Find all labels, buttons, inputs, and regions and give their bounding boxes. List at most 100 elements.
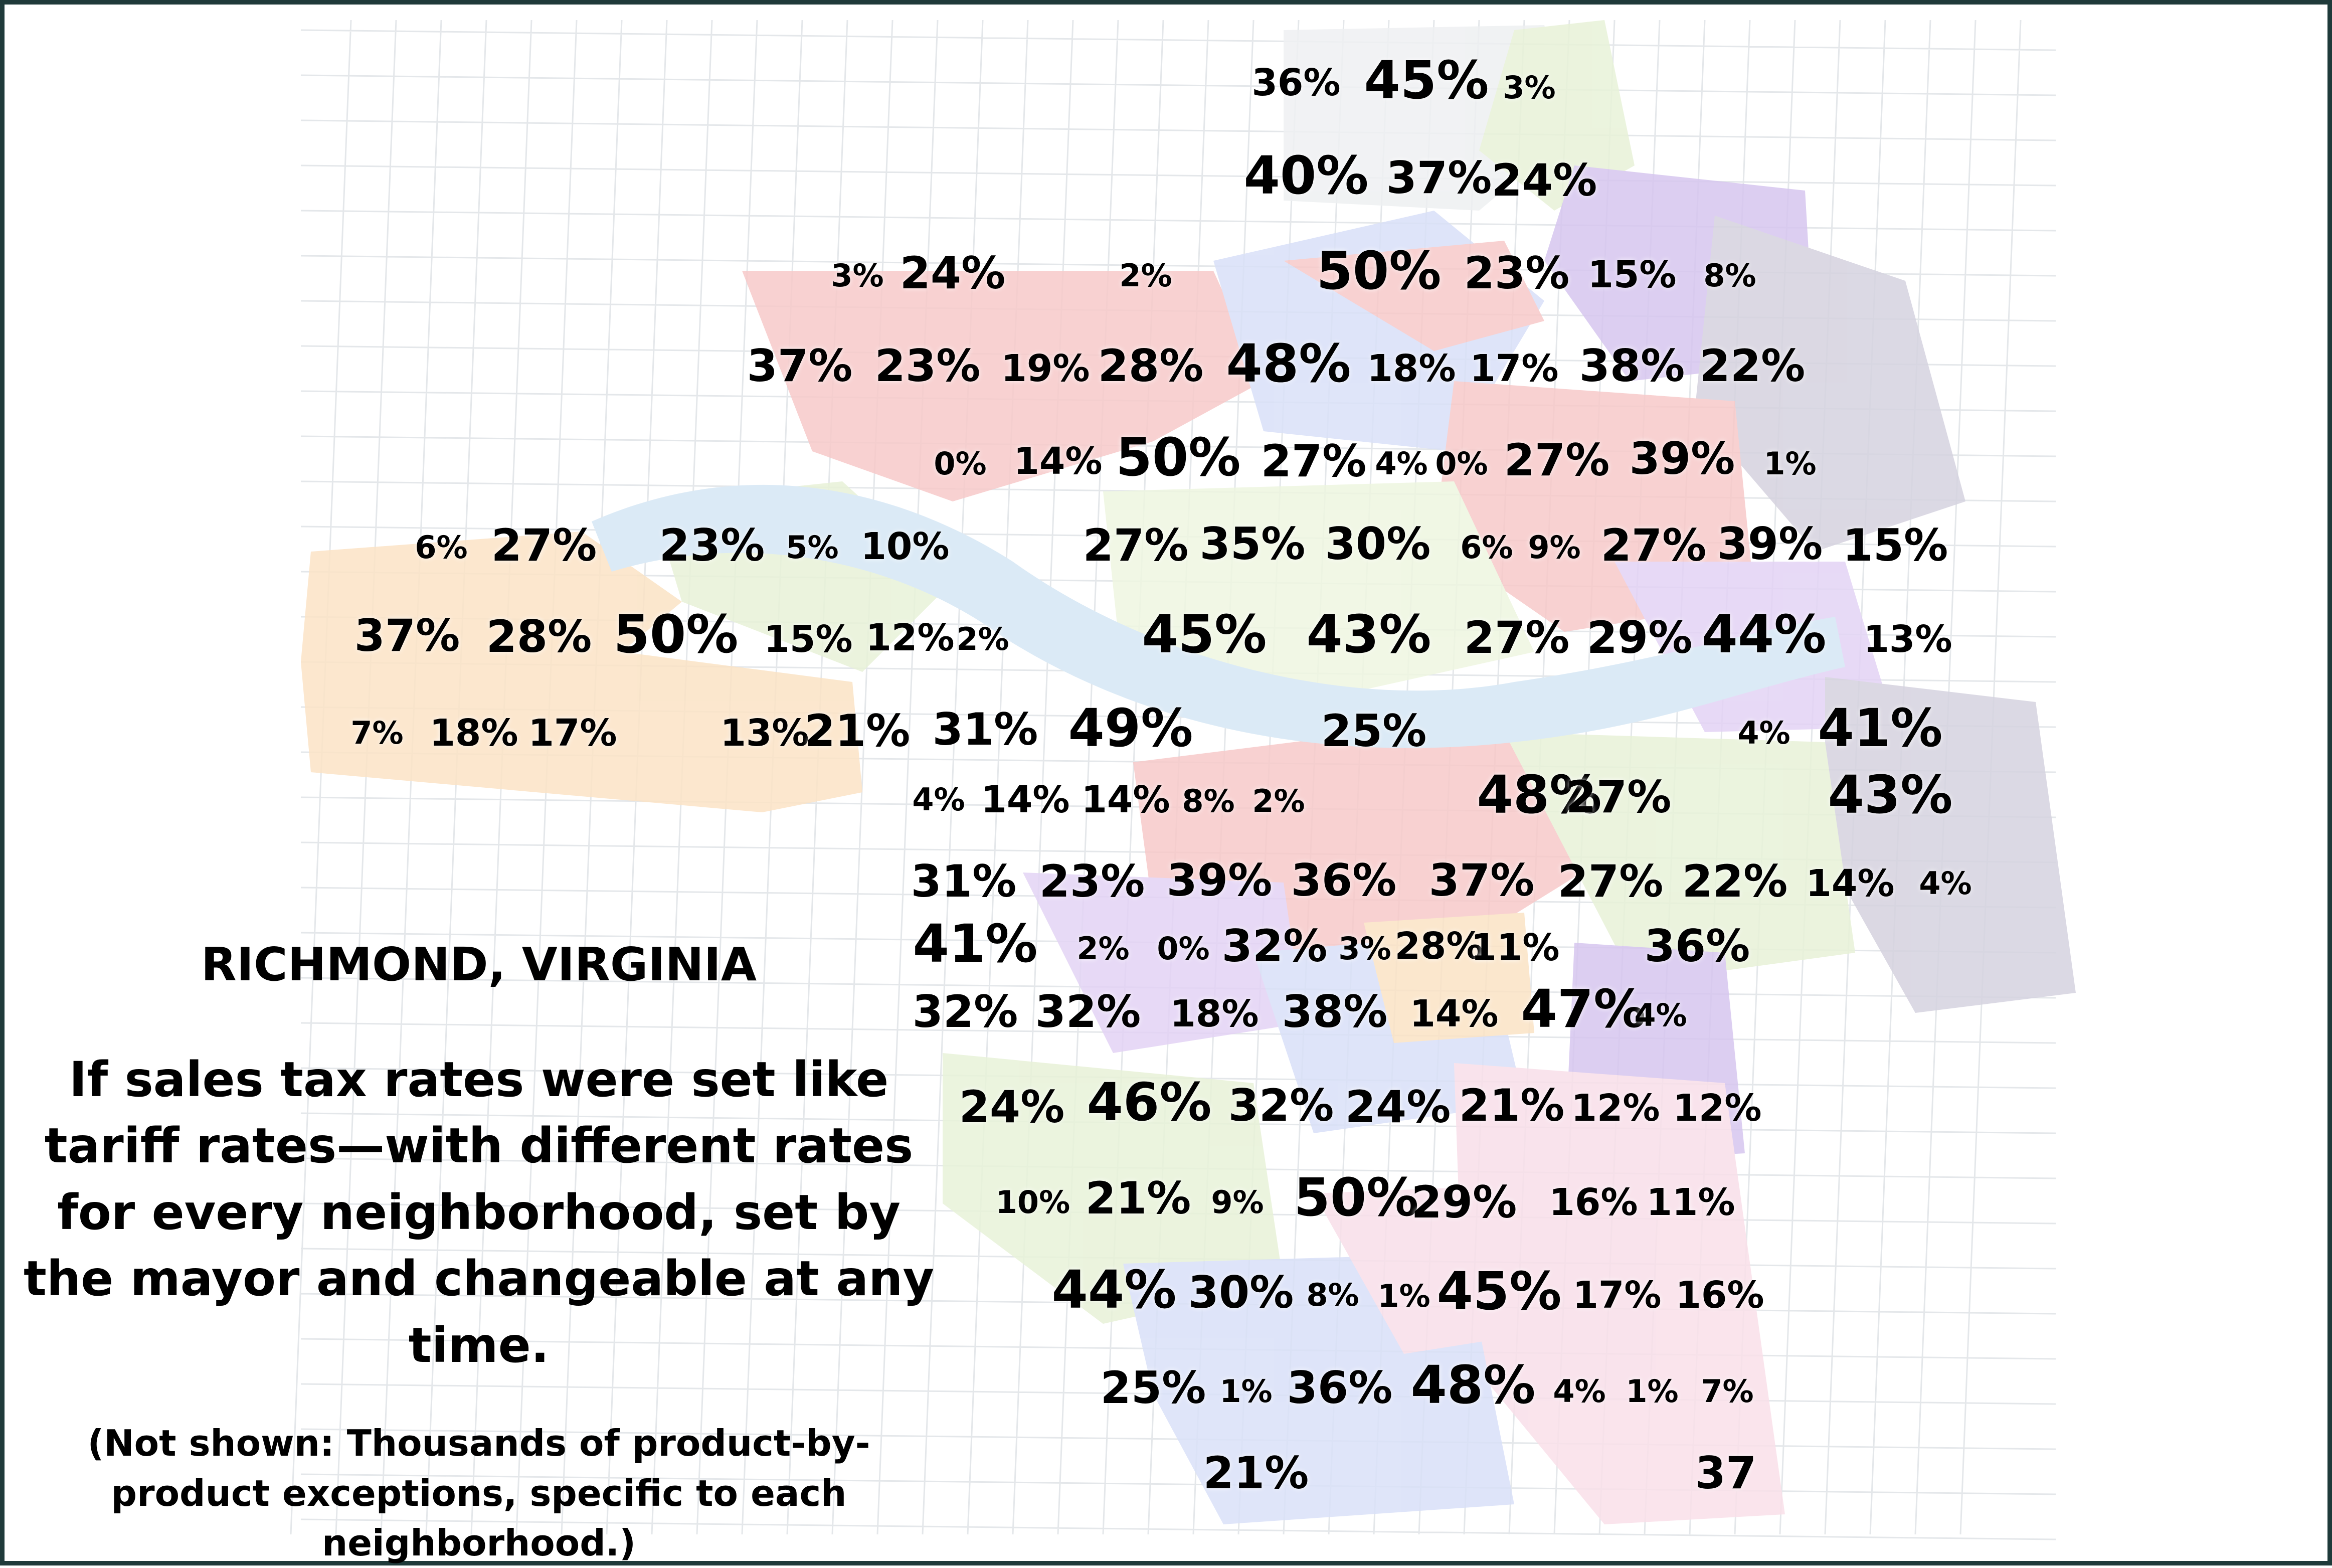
neighborhood-rate-label: 14% bbox=[1013, 440, 1103, 483]
west-orange-neighborhood bbox=[301, 532, 862, 812]
neighborhood-rate-label: 0% bbox=[1157, 930, 1210, 967]
neighborhood-rate-label: 9% bbox=[1528, 529, 1581, 566]
far-south-pink-neighborhood bbox=[1314, 1183, 1594, 1354]
neighborhood-rate-label: 43% bbox=[1306, 604, 1431, 665]
neighborhood-rate-label: 2% bbox=[1252, 783, 1305, 819]
neighborhood-rate-label: 18% bbox=[1170, 992, 1259, 1035]
neighborhood-rate-label: 37 bbox=[1695, 1447, 1757, 1499]
neighborhood-rate-label: 31% bbox=[911, 855, 1017, 907]
neighborhood-rate-label: 17% bbox=[1470, 347, 1559, 390]
neighborhood-rate-label: 32% bbox=[1221, 920, 1328, 972]
neighborhood-shapes bbox=[301, 20, 2076, 1524]
neighborhood-rate-label: 4% bbox=[1737, 715, 1790, 751]
city-title: RICHMOND, VIRGINIA bbox=[201, 938, 757, 991]
neighborhood-rate-label: 27% bbox=[491, 519, 597, 571]
neighborhood-rate-label: 24% bbox=[900, 247, 1006, 299]
neighborhood-rate-label: 12% bbox=[865, 616, 955, 659]
neighborhood-rate-label: 3% bbox=[1338, 930, 1391, 967]
neighborhood-rate-label: 18% bbox=[429, 712, 518, 755]
neighborhood-rate-label: 40% bbox=[1243, 145, 1369, 206]
neighborhood-rate-label: 36% bbox=[1287, 1362, 1393, 1414]
neighborhood-rate-label: 46% bbox=[1087, 1072, 1212, 1133]
neighborhood-rate-label: 39% bbox=[1166, 854, 1273, 906]
neighborhood-rate-label: 27% bbox=[1083, 519, 1189, 571]
neighborhood-rate-label: 35% bbox=[1199, 518, 1306, 570]
neighborhood-rate-label: 37% bbox=[747, 340, 853, 392]
northwest-red-neighborhood bbox=[742, 271, 1264, 501]
neighborhood-rate-label: 45% bbox=[1142, 604, 1267, 665]
neighborhood-rate-label: 23% bbox=[874, 340, 981, 392]
neighborhood-rate-label: 23% bbox=[659, 519, 765, 571]
neighborhood-rate-label: 13% bbox=[720, 712, 809, 755]
neighborhood-rate-label: 29% bbox=[1411, 1176, 1517, 1228]
neighborhood-rate-label: 10% bbox=[995, 1184, 1070, 1221]
neighborhood-rate-label: 50% bbox=[1316, 240, 1442, 301]
neighborhood-rate-label: 15% bbox=[764, 618, 853, 661]
neighborhood-rate-label: 31% bbox=[932, 704, 1038, 755]
neighborhood-rate-label: 50% bbox=[1116, 427, 1241, 488]
neighborhood-rate-label: 36% bbox=[1291, 854, 1397, 906]
neighborhood-rate-label: 8% bbox=[1306, 1277, 1359, 1313]
neighborhood-rate-label: 28% bbox=[1394, 925, 1484, 968]
neighborhood-rate-label: 49% bbox=[1068, 698, 1193, 759]
neighborhood-rate-label: 2% bbox=[956, 621, 1009, 657]
neighborhood-rate-label: 21% bbox=[804, 705, 911, 757]
neighborhood-rate-label: 1% bbox=[1626, 1373, 1679, 1410]
neighborhood-rate-label: 32% bbox=[912, 986, 1018, 1037]
neighborhood-rate-label: 36% bbox=[1644, 920, 1750, 972]
neighborhood-rate-label: 17% bbox=[1572, 1274, 1662, 1317]
neighborhood-rate-label: 14% bbox=[1806, 862, 1895, 905]
neighborhood-rate-label: 24% bbox=[1491, 154, 1597, 206]
neighborhood-rate-label: 3% bbox=[831, 257, 884, 294]
neighborhood-rate-label: 11% bbox=[1471, 926, 1560, 969]
north-green-neighborhood bbox=[1479, 20, 1635, 211]
neighborhood-rate-label: 45% bbox=[1364, 50, 1489, 111]
neighborhood-rate-label: 48% bbox=[1410, 1354, 1536, 1416]
northeast-dark-neighborhood bbox=[1695, 216, 1965, 552]
neighborhood-rate-label: 38% bbox=[1579, 340, 1685, 392]
southwest-green-neighborhood bbox=[943, 1053, 1284, 1324]
neighborhood-rate-label: 24% bbox=[1345, 1081, 1451, 1133]
neighborhood-rate-label: 0% bbox=[1435, 445, 1488, 482]
neighborhood-rate-label: 43% bbox=[1828, 764, 1953, 825]
neighborhood-rate-label: 6% bbox=[1460, 529, 1513, 566]
neighborhood-rate-label: 0% bbox=[934, 445, 987, 482]
south-pink-neighborhood bbox=[1454, 1063, 1785, 1524]
neighborhood-rate-label: 27% bbox=[1261, 435, 1367, 487]
neighborhood-rate-label: 28% bbox=[1098, 340, 1204, 392]
neighborhood-rate-label: 1% bbox=[1219, 1373, 1273, 1410]
caption-note: (Not shown: Thousands of product-by-prod… bbox=[87, 1422, 870, 1564]
neighborhood-rate-label: 2% bbox=[1077, 930, 1130, 967]
neighborhood-rate-label: 48% bbox=[1226, 333, 1351, 394]
neighborhood-rate-label: 27% bbox=[1565, 771, 1672, 823]
neighborhood-rate-label: 36% bbox=[1251, 61, 1341, 104]
neighborhood-rate-label: 16% bbox=[1549, 1181, 1638, 1224]
james-river bbox=[592, 484, 1845, 748]
neighborhood-rate-label: 24% bbox=[959, 1081, 1065, 1133]
neighborhood-rate-label: 4% bbox=[1634, 997, 1687, 1033]
neighborhood-rate-label: 7% bbox=[350, 715, 404, 751]
neighborhood-rate-label: 14% bbox=[1409, 992, 1499, 1035]
neighborhood-rate-label: 44% bbox=[1701, 604, 1827, 665]
neighborhood-rate-label: 4% bbox=[1919, 865, 1972, 902]
southwest-purple-neighborhood bbox=[1023, 873, 1304, 1053]
neighborhood-rate-label: 21% bbox=[1459, 1080, 1565, 1131]
neighborhood-rate-label: 25% bbox=[1321, 705, 1427, 757]
caption-description: If sales tax rates were set like tariff … bbox=[23, 1052, 935, 1373]
neighborhood-rate-label: 21% bbox=[1203, 1447, 1309, 1499]
neighborhood-rate-label: 17% bbox=[528, 712, 617, 755]
neighborhood-rate-label: 7% bbox=[1701, 1373, 1754, 1410]
neighborhood-rate-label: 50% bbox=[613, 604, 739, 665]
neighborhood-rate-label: 47% bbox=[1521, 978, 1646, 1039]
neighborhood-rate-label: 45% bbox=[1437, 1261, 1562, 1322]
neighborhood-rate-label: 39% bbox=[1629, 433, 1735, 484]
neighborhood-rate-label: 4% bbox=[1375, 445, 1428, 482]
neighborhood-rate-label: 50% bbox=[1294, 1167, 1419, 1228]
neighborhood-rate-label: 27% bbox=[1464, 612, 1570, 663]
neighborhood-rate-label: 30% bbox=[1188, 1267, 1294, 1318]
neighborhood-rate-label: 38% bbox=[1282, 986, 1388, 1037]
neighborhood-rate-label: 41% bbox=[913, 913, 1038, 974]
neighborhood-rate-label: 19% bbox=[1001, 347, 1090, 390]
